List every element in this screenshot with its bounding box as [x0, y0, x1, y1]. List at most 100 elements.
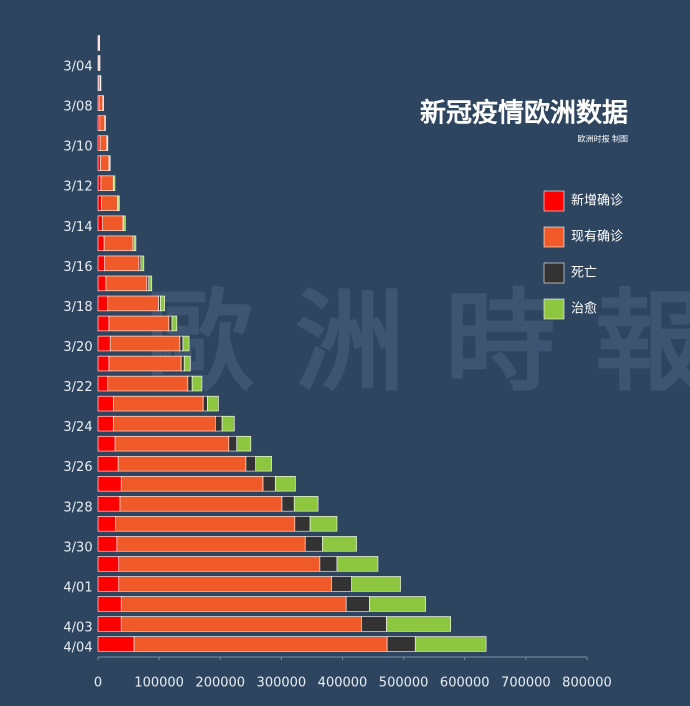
- bar-segment: [255, 455, 272, 472]
- bar-segment: [293, 496, 319, 512]
- bar-segment: [97, 275, 107, 292]
- bar-segment: [133, 636, 388, 652]
- bar-segment: [117, 195, 120, 211]
- x-tick-label: 500000: [379, 676, 429, 691]
- bar-segment: [116, 536, 306, 552]
- bar-segment: [245, 455, 257, 472]
- bar-segment: [281, 496, 295, 512]
- bar-segment: [97, 155, 101, 171]
- x-tick-label: 0: [94, 676, 102, 691]
- bar-segment: [120, 616, 362, 632]
- y-tick-label: 3/20: [63, 340, 92, 355]
- legend-swatch: [543, 298, 565, 320]
- bar-segment: [97, 175, 102, 191]
- y-tick-label: 4/04: [63, 640, 92, 655]
- y-tick-label: 3/28: [63, 500, 92, 515]
- bar-segment: [120, 476, 264, 492]
- legend-label: 死亡: [571, 266, 597, 281]
- y-tick-label: 3/14: [63, 220, 92, 235]
- bar-segment: [97, 536, 118, 552]
- bar-segment: [97, 255, 106, 272]
- bar-segment: [221, 415, 235, 432]
- bar-segment: [112, 395, 204, 412]
- bar-segment: [104, 255, 140, 272]
- bar-segment: [97, 215, 103, 232]
- bar-segment: [160, 295, 165, 312]
- bar-segment: [351, 576, 401, 592]
- bar-segment: [108, 355, 182, 372]
- bar-segment: [100, 155, 110, 171]
- bar-segment: [99, 115, 106, 131]
- bar-segment: [183, 355, 191, 372]
- bar-segment: [97, 195, 102, 211]
- legend-label: 治愈: [571, 302, 597, 317]
- bar-segment: [140, 255, 145, 272]
- bar-segment: [104, 115, 106, 131]
- legend-swatch: [543, 226, 565, 248]
- bar-segment: [345, 596, 370, 612]
- bar-segment: [191, 375, 203, 392]
- bar-segment: [97, 455, 119, 472]
- bar-segment: [117, 455, 247, 472]
- legend-swatch: [543, 262, 565, 284]
- bar-segment: [304, 536, 323, 552]
- bar-segment: [103, 235, 134, 252]
- bar-segment: [97, 355, 110, 372]
- bar-segment: [99, 135, 108, 151]
- bar-segment: [118, 576, 332, 592]
- bar-segment: [97, 135, 101, 151]
- bar-segment: [187, 375, 193, 392]
- bar-segment: [109, 155, 111, 171]
- bar-segment: [123, 215, 126, 232]
- bar-segment: [114, 435, 230, 452]
- bar-segment: [113, 175, 116, 191]
- x-tick-label: 800000: [562, 676, 612, 691]
- bar-segment: [97, 576, 120, 592]
- chart-subtitle: 欧洲时报 制图: [577, 134, 628, 144]
- bar-segment: [228, 435, 238, 452]
- bar-segment: [215, 415, 223, 432]
- bar-segment: [101, 195, 118, 211]
- chart-title: 新冠疫情欧洲数据: [420, 98, 628, 129]
- bar-segment: [118, 556, 321, 572]
- bar-segment: [294, 516, 311, 532]
- bar-segment: [171, 315, 178, 332]
- bar-segment: [202, 395, 208, 412]
- bar-segment: [148, 275, 153, 292]
- bar-segment: [97, 335, 111, 352]
- x-tick-label: 700000: [501, 676, 551, 691]
- bar-segment: [386, 616, 451, 632]
- bar-segment: [182, 335, 190, 352]
- legend-label: 现有确诊: [571, 230, 623, 245]
- y-tick-label: 3/08: [63, 100, 92, 115]
- legend-label: 新增确诊: [571, 193, 623, 209]
- bar-segment: [100, 175, 114, 191]
- bar-segment: [120, 596, 347, 612]
- bar-segment: [97, 295, 109, 312]
- x-tick-label: 100000: [134, 676, 184, 691]
- bar-segment: [98, 95, 104, 111]
- x-tick-label: 400000: [318, 676, 368, 691]
- bar-segment: [97, 235, 105, 252]
- y-tick-label: 3/26: [63, 460, 92, 475]
- bar-segment: [108, 315, 170, 332]
- bar-segment: [109, 335, 181, 352]
- bar-segment: [361, 616, 387, 632]
- bar-segment: [97, 556, 120, 572]
- y-tick-label: 3/04: [63, 60, 92, 75]
- x-tick-label: 300000: [257, 676, 307, 691]
- y-tick-label: 3/16: [63, 260, 92, 275]
- bar-segment: [97, 375, 109, 392]
- bar-segment: [322, 536, 357, 552]
- bar-segment: [262, 476, 276, 492]
- legend-swatch: [543, 190, 565, 212]
- bar-segment: [112, 415, 216, 432]
- bar-segment: [97, 596, 122, 612]
- bar-segment: [107, 295, 159, 312]
- bar-segment: [97, 496, 121, 512]
- x-tick-label: 600000: [440, 676, 490, 691]
- bar-segment: [105, 275, 148, 292]
- y-tick-label: 4/01: [63, 580, 92, 595]
- bar-segment: [97, 616, 122, 632]
- bar-segment: [274, 476, 296, 492]
